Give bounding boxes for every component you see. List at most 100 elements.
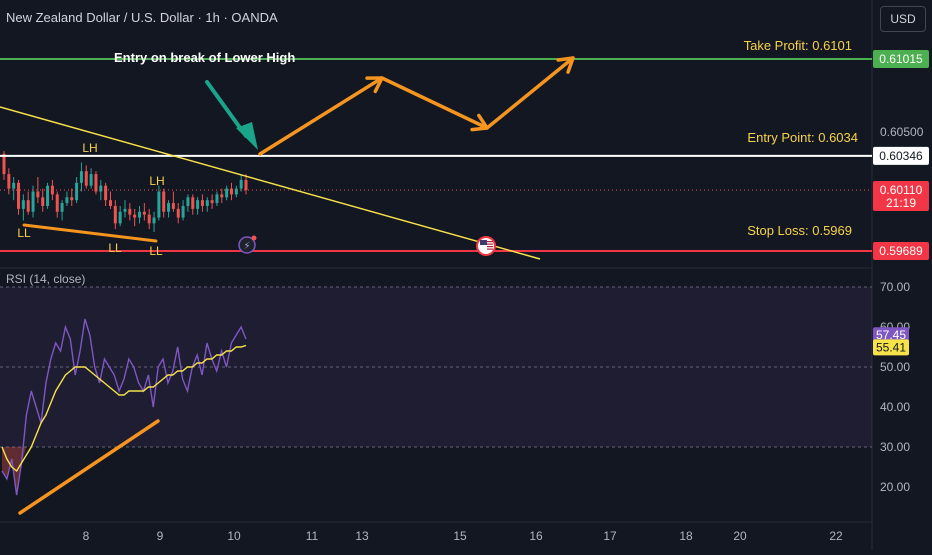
- candle-body: [99, 185, 103, 192]
- candle-body: [123, 208, 127, 212]
- candle-body: [147, 214, 151, 224]
- candle-body: [138, 211, 142, 218]
- candle-body: [104, 185, 108, 201]
- candle-body: [113, 205, 117, 224]
- candle-body: [181, 205, 185, 218]
- price-badge-time: 21:19: [886, 196, 916, 210]
- candle-body: [55, 194, 59, 212]
- candle-body: [46, 185, 50, 206]
- rsi-title: RSI (14, close): [6, 272, 85, 286]
- rsi-tick-label: 30.00: [880, 440, 910, 454]
- candle-body: [31, 191, 35, 212]
- time-tick-label: 22: [829, 529, 843, 543]
- price-badge-label: 0.59689: [879, 244, 923, 258]
- candle-body: [220, 194, 224, 198]
- swing-label: LH: [149, 174, 164, 188]
- rsi-badge-label: 57.45: [876, 328, 906, 342]
- candle-body: [108, 200, 112, 206]
- rsi-badge-bg: [873, 327, 909, 344]
- rsi-badge: 57.45: [873, 327, 909, 344]
- time-tick-label: 10: [227, 529, 241, 543]
- us-flag-stripe: [487, 248, 493, 250]
- arrowhead: [365, 76, 384, 94]
- candle-body: [229, 188, 233, 195]
- rsi-tick-label: 40.00: [880, 400, 910, 414]
- time-tick-label: 16: [529, 529, 543, 543]
- rsi-band: [0, 287, 872, 447]
- swing-label: LL: [149, 244, 163, 258]
- price-badge-label: 0.60110: [880, 183, 923, 197]
- us-flag-stripe: [487, 241, 493, 243]
- candle-body: [7, 174, 11, 189]
- candle-body: [94, 174, 98, 192]
- candle-body: [60, 203, 64, 212]
- candle-body: [196, 200, 200, 209]
- candle-body: [17, 182, 21, 209]
- lower-lows-line: [22, 223, 158, 243]
- rsi-line: [1, 318, 247, 496]
- candle-body: [244, 179, 248, 191]
- rsi-tick-label: 20.00: [880, 480, 910, 494]
- candle-body: [41, 197, 45, 206]
- chart-title: New Zealand Dollar / U.S. Dollar · 1h · …: [6, 10, 278, 25]
- projected-path: [258, 56, 575, 156]
- arrowhead: [470, 113, 489, 132]
- price-badge-bg: [873, 181, 929, 212]
- us-flag-stripe: [487, 243, 493, 245]
- rsi-badge-bg: [873, 339, 909, 356]
- candle-body: [234, 188, 238, 195]
- candle-body: [12, 182, 16, 189]
- price-badge-label: 0.61015: [879, 52, 923, 66]
- price-badge: 0.61015: [873, 50, 929, 68]
- price-badge-bg: [873, 242, 929, 260]
- candle-body: [205, 200, 209, 206]
- time-tick-label: 11: [306, 529, 319, 543]
- candle-body: [215, 194, 219, 204]
- currency-button[interactable]: USD: [880, 6, 926, 32]
- candle-body: [225, 188, 229, 198]
- time-tick-label: 20: [733, 529, 747, 543]
- swing-label: LL: [17, 226, 31, 240]
- candle-body: [84, 171, 88, 186]
- candle-body: [157, 191, 161, 218]
- price-badge: 0.59689: [873, 242, 929, 260]
- time-tick-label: 13: [355, 529, 369, 543]
- swing-label: LL: [108, 241, 122, 255]
- callout-arrow-head: [236, 122, 258, 150]
- price-tick-label: 0.60500: [880, 125, 924, 139]
- candle-body: [89, 174, 93, 186]
- alert-dot-icon: [251, 235, 257, 241]
- rsi-oversold-fill: [2, 447, 27, 495]
- time-tick-label: 15: [453, 529, 467, 543]
- candle-body: [79, 171, 83, 183]
- time-tick-label: 18: [679, 529, 693, 543]
- rsi-badge-label: 55.41: [876, 340, 906, 354]
- candle-body: [2, 153, 6, 175]
- candle-body: [210, 200, 214, 204]
- candle-body: [26, 200, 30, 212]
- price-badge-bg: [873, 50, 929, 68]
- entry-point-label: Entry Point: 0.6034: [747, 130, 858, 145]
- candle-body: [186, 197, 190, 206]
- candle-body: [167, 203, 171, 212]
- candle-body: [239, 179, 243, 189]
- rsi-tick-label: 50.00: [880, 360, 910, 374]
- price-badge: 0.60346: [873, 146, 929, 165]
- stop-loss-label: Stop Loss: 0.5969: [747, 223, 852, 238]
- us-flag-canton: [480, 240, 487, 245]
- candle-body: [191, 197, 195, 209]
- price-badge-bg: [873, 146, 929, 165]
- candle-body: [133, 214, 137, 218]
- rsi-tick-label: 70.00: [880, 280, 910, 294]
- candle-body: [128, 208, 132, 215]
- trendline-lower-highs: [0, 106, 541, 260]
- candle-body: [65, 197, 69, 204]
- candle-body: [176, 208, 180, 218]
- entry-annotation: Entry on break of Lower High: [114, 50, 295, 65]
- rsi-ma-line: [1, 344, 247, 473]
- candle-body: [162, 191, 166, 212]
